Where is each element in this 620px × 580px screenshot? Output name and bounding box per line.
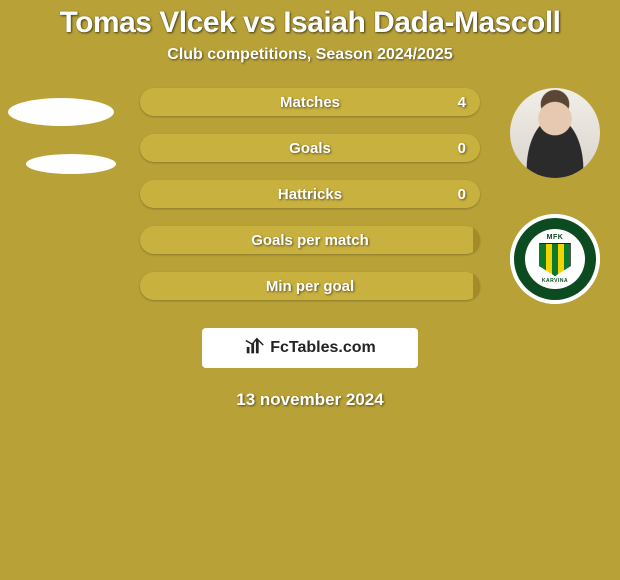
stat-value-right: 0	[458, 134, 466, 162]
chart-icon	[244, 335, 266, 362]
club-logo-icon: MFK KARVINA	[510, 214, 600, 304]
stat-row: Hattricks0	[140, 180, 480, 208]
brand-text: FcTables.com	[270, 339, 376, 357]
page-title: Tomas Vlcek vs Isaiah Dada-Mascoll	[0, 0, 620, 40]
club-text-top: MFK	[547, 234, 564, 241]
stat-label: Goals	[140, 134, 480, 162]
stat-row: Min per goal	[140, 272, 480, 300]
stat-bars: Matches4Goals0Hattricks0Goals per matchM…	[140, 88, 480, 318]
brand-badge: FcTables.com	[202, 328, 418, 368]
stat-row: Matches4	[140, 88, 480, 116]
stat-label: Goals per match	[140, 226, 480, 254]
placeholder-ellipse	[26, 154, 116, 174]
stat-value-right: 4	[458, 88, 466, 116]
date-text: 13 november 2024	[0, 390, 620, 410]
placeholder-ellipse	[8, 98, 114, 126]
stat-label: Matches	[140, 88, 480, 116]
stat-row: Goals per match	[140, 226, 480, 254]
avatar-icon	[510, 88, 600, 178]
subtitle: Club competitions, Season 2024/2025	[0, 46, 620, 64]
stat-row: Goals0	[140, 134, 480, 162]
comparison-area: Matches4Goals0Hattricks0Goals per matchM…	[0, 88, 620, 318]
stat-value-right: 0	[458, 180, 466, 208]
shield-icon	[539, 243, 571, 276]
club-text-bottom: KARVINA	[542, 278, 568, 284]
player-avatar	[510, 88, 600, 178]
stat-label: Min per goal	[140, 272, 480, 300]
club-logo: MFK KARVINA	[510, 214, 600, 304]
stat-label: Hattricks	[140, 180, 480, 208]
